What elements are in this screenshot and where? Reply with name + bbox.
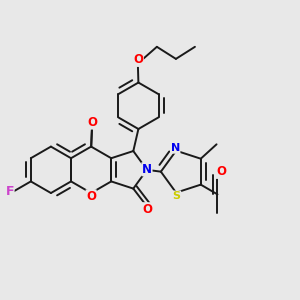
Text: O: O: [216, 165, 226, 178]
Text: N: N: [171, 143, 180, 153]
Text: O: O: [86, 190, 96, 203]
Text: S: S: [173, 191, 181, 201]
Text: O: O: [87, 116, 97, 129]
Text: O: O: [134, 53, 143, 66]
Text: F: F: [5, 185, 14, 198]
Text: O: O: [142, 203, 152, 216]
Text: N: N: [142, 163, 152, 176]
